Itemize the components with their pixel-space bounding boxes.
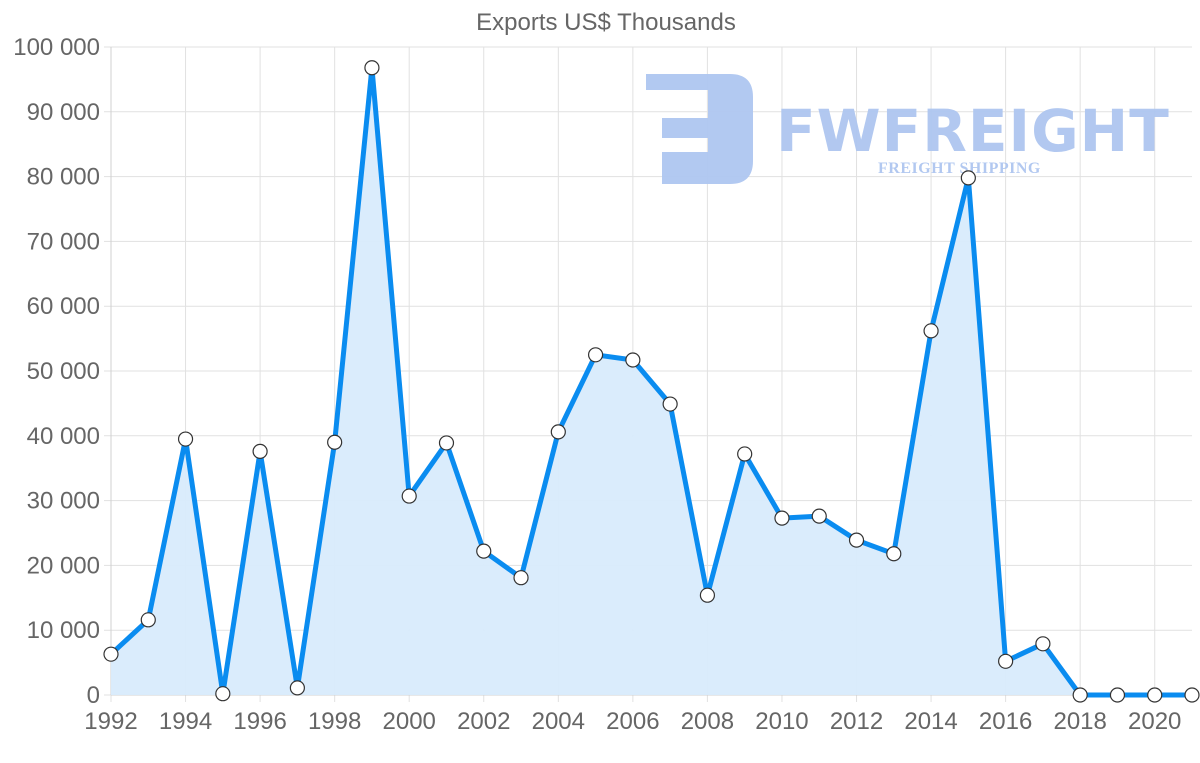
x-tick-label: 2002 bbox=[457, 708, 510, 735]
x-tick-label: 1994 bbox=[159, 708, 212, 735]
y-tick-label: 50 000 bbox=[27, 358, 100, 385]
y-tick-label: 90 000 bbox=[27, 99, 100, 126]
x-tick-label: 1992 bbox=[84, 708, 137, 735]
data-point-1994[interactable] bbox=[177, 431, 194, 447]
y-tick-label: 0 bbox=[87, 682, 100, 709]
data-point-1995[interactable] bbox=[215, 686, 231, 702]
x-tick-label: 1996 bbox=[233, 708, 286, 735]
data-point-1998[interactable] bbox=[327, 434, 343, 450]
data-point-1996[interactable] bbox=[252, 443, 268, 459]
data-point-2002[interactable] bbox=[476, 543, 492, 559]
chart-title: Exports US$ Thousands bbox=[476, 9, 736, 36]
data-point-2011[interactable] bbox=[811, 508, 827, 524]
y-tick-label: 40 000 bbox=[27, 423, 100, 450]
watermark-brand: FWFREIGHT bbox=[776, 97, 1170, 165]
data-point-2003[interactable] bbox=[513, 570, 529, 586]
data-point-2021[interactable] bbox=[1184, 687, 1200, 703]
data-point-2009[interactable] bbox=[737, 446, 753, 462]
data-point-2017[interactable] bbox=[1035, 636, 1051, 652]
x-tick-label: 2000 bbox=[383, 708, 436, 735]
data-point-2004[interactable] bbox=[550, 424, 566, 440]
data-point-1999[interactable] bbox=[364, 60, 380, 76]
x-tick-label: 2014 bbox=[904, 708, 957, 735]
data-point-2008[interactable] bbox=[699, 587, 716, 603]
data-point-2015[interactable] bbox=[960, 170, 976, 186]
data-point-2013[interactable] bbox=[886, 546, 902, 562]
x-tick-label: 1998 bbox=[308, 708, 361, 735]
data-point-2012[interactable] bbox=[848, 532, 865, 548]
fwfreight-logo-icon bbox=[646, 74, 753, 184]
data-point-2016[interactable] bbox=[998, 653, 1014, 669]
data-point-2005[interactable] bbox=[587, 347, 604, 363]
watermark-logo: FWFREIGHT FREIGHT SHIPPING bbox=[646, 74, 1170, 184]
x-tick-label: 2018 bbox=[1053, 708, 1106, 735]
data-point-2006[interactable] bbox=[625, 352, 641, 368]
data-point-2018[interactable] bbox=[1072, 687, 1088, 703]
x-tick-label: 2010 bbox=[755, 708, 808, 735]
data-point-2000[interactable] bbox=[401, 488, 417, 504]
y-tick-label: 80 000 bbox=[27, 164, 100, 191]
watermark-tagline: FREIGHT SHIPPING bbox=[878, 160, 1041, 177]
y-tick-label: 20 000 bbox=[27, 552, 100, 579]
data-point-2010[interactable] bbox=[774, 510, 790, 526]
x-tick-label: 2016 bbox=[979, 708, 1032, 735]
data-markers bbox=[103, 60, 1200, 703]
y-tick-label: 10 000 bbox=[27, 617, 100, 644]
y-tick-label: 30 000 bbox=[27, 488, 100, 515]
x-tick-label: 2008 bbox=[681, 708, 734, 735]
data-point-2014[interactable] bbox=[923, 323, 939, 339]
x-tick-label: 2004 bbox=[532, 708, 585, 735]
data-point-2019[interactable] bbox=[1109, 687, 1126, 703]
y-tick-label: 70 000 bbox=[27, 228, 100, 255]
y-tick-label: 60 000 bbox=[27, 293, 100, 320]
x-axis-labels: 1992 1994 1996 1998 2000 2002 2004 2006 2008 2010… bbox=[84, 708, 1181, 735]
x-tick-label: 2012 bbox=[830, 708, 883, 735]
data-point-2020[interactable] bbox=[1147, 687, 1163, 703]
x-tick-label: 2020 bbox=[1128, 708, 1181, 735]
area-fill bbox=[111, 67, 1192, 695]
data-point-1997[interactable] bbox=[289, 680, 305, 696]
data-point-1993[interactable] bbox=[140, 612, 156, 628]
data-point-2001[interactable] bbox=[438, 435, 455, 451]
y-axis-labels: 0 10 000 20 000 30 000 40 000 50 000 60 000 70 … bbox=[13, 34, 100, 709]
y-tick-label: 100 000 bbox=[13, 34, 100, 61]
data-point-1992[interactable] bbox=[103, 646, 119, 662]
data-point-2007[interactable] bbox=[662, 396, 678, 412]
x-tick-label: 2006 bbox=[606, 708, 659, 735]
